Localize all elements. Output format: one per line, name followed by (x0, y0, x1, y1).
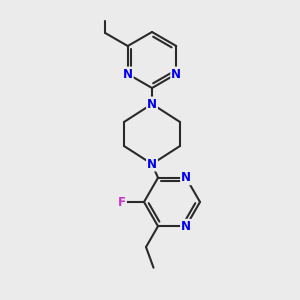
Text: N: N (181, 171, 191, 184)
Text: N: N (171, 68, 181, 80)
Text: N: N (181, 220, 191, 233)
Text: N: N (147, 98, 157, 110)
Text: N: N (147, 158, 157, 170)
Text: N: N (123, 68, 133, 80)
Text: F: F (118, 196, 126, 208)
